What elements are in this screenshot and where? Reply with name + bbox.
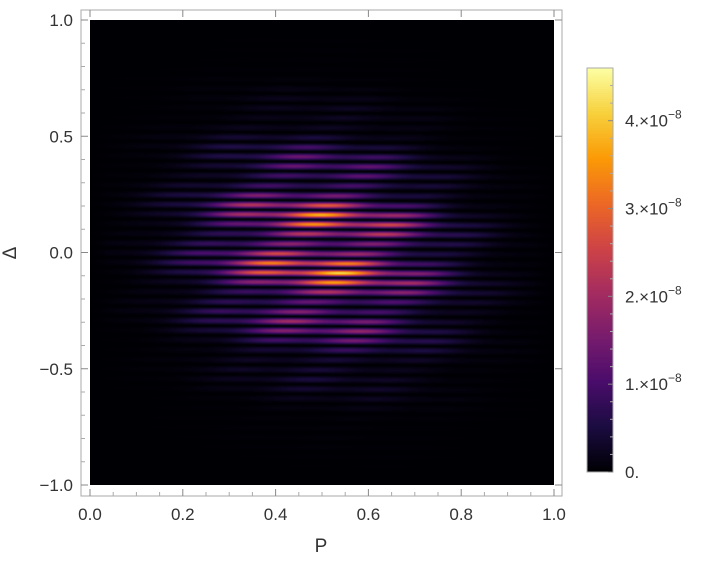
colorbar-tick-label: 1.×10−8 (625, 371, 682, 394)
y-tick-label: 1.0 (49, 11, 73, 30)
x-tick-label: 0.8 (449, 505, 473, 524)
x-tick-label: 0.4 (264, 505, 288, 524)
colorbar-tick-base: 3.×10 (625, 200, 668, 219)
colorbar-tick-label: 4.×10−8 (625, 108, 682, 131)
y-tick-label: −1.0 (39, 476, 73, 495)
colorbar-tick-exponent: −8 (668, 283, 682, 297)
colorbar-gradient (587, 68, 613, 472)
y-axis-label: Δ (0, 246, 21, 259)
colorbar-ticks: 0.1.×10−82.×10−83.×10−84.×10−8 (608, 85, 682, 482)
colorbar: 0.1.×10−82.×10−83.×10−84.×10−8 (586, 67, 682, 482)
x-tick-label: 1.0 (542, 505, 566, 524)
heatmap (90, 20, 554, 485)
colorbar-frame (586, 67, 614, 473)
x-axis: 0.0 0.2 0.4 0.6 0.8 1.0 (78, 10, 566, 524)
colorbar-tick-base: 0. (625, 463, 639, 482)
colorbar-tick-exponent: −8 (668, 108, 682, 122)
y-tick-label: −0.5 (39, 360, 73, 379)
colorbar-tick-base: 1.×10 (625, 375, 668, 394)
colorbar-tick-base: 2.×10 (625, 287, 668, 306)
x-tick-label: 0.6 (357, 505, 381, 524)
x-tick-label: 0.2 (171, 505, 195, 524)
colorbar-tick-exponent: −8 (668, 371, 682, 385)
colorbar-tick-label: 3.×10−8 (625, 196, 682, 219)
colorbar-tick-label: 0. (625, 463, 639, 482)
x-tick-label: 0.0 (78, 505, 102, 524)
y-axis: −1.0 −0.5 0.0 0.5 1.0 (39, 11, 562, 495)
y-tick-label: 0.0 (49, 244, 73, 263)
colorbar-tick-exponent: −8 (668, 196, 682, 210)
y-tick-label: 0.5 (49, 127, 73, 146)
colorbar-tick-base: 4.×10 (625, 112, 668, 131)
plot-area: 0.0 0.2 0.4 0.6 0.8 1.0 −1.0 −0.5 0.0 0.5 1.0 P Δ (0, 9, 566, 557)
x-axis-label: P (315, 536, 328, 557)
colorbar-tick-label: 2.×10−8 (625, 283, 682, 306)
